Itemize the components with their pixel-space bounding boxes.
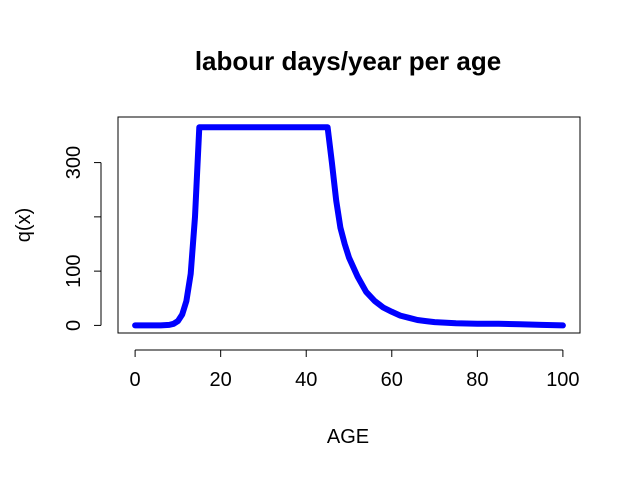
x-axis-label: AGE bbox=[327, 426, 369, 448]
y-tick-label: 0 bbox=[63, 320, 85, 331]
y-tick-label: 300 bbox=[63, 146, 85, 179]
x-tick-label: 100 bbox=[546, 369, 579, 391]
x-tick-label: 80 bbox=[466, 369, 488, 391]
y-tick-label: 100 bbox=[63, 254, 85, 287]
x-tick-label: 40 bbox=[295, 369, 317, 391]
y-axis-label: q(x) bbox=[13, 208, 35, 242]
chart-title: labour days/year per age bbox=[195, 46, 501, 76]
x-tick-label: 0 bbox=[130, 369, 141, 391]
x-tick-label: 20 bbox=[210, 369, 232, 391]
series-line bbox=[132, 124, 566, 329]
x-tick-label: 60 bbox=[381, 369, 403, 391]
plot-area-frame bbox=[117, 116, 581, 334]
x-axis: 0 20 40 60 80 100 bbox=[130, 349, 580, 391]
y-axis: 0 100 300 bbox=[63, 146, 102, 331]
